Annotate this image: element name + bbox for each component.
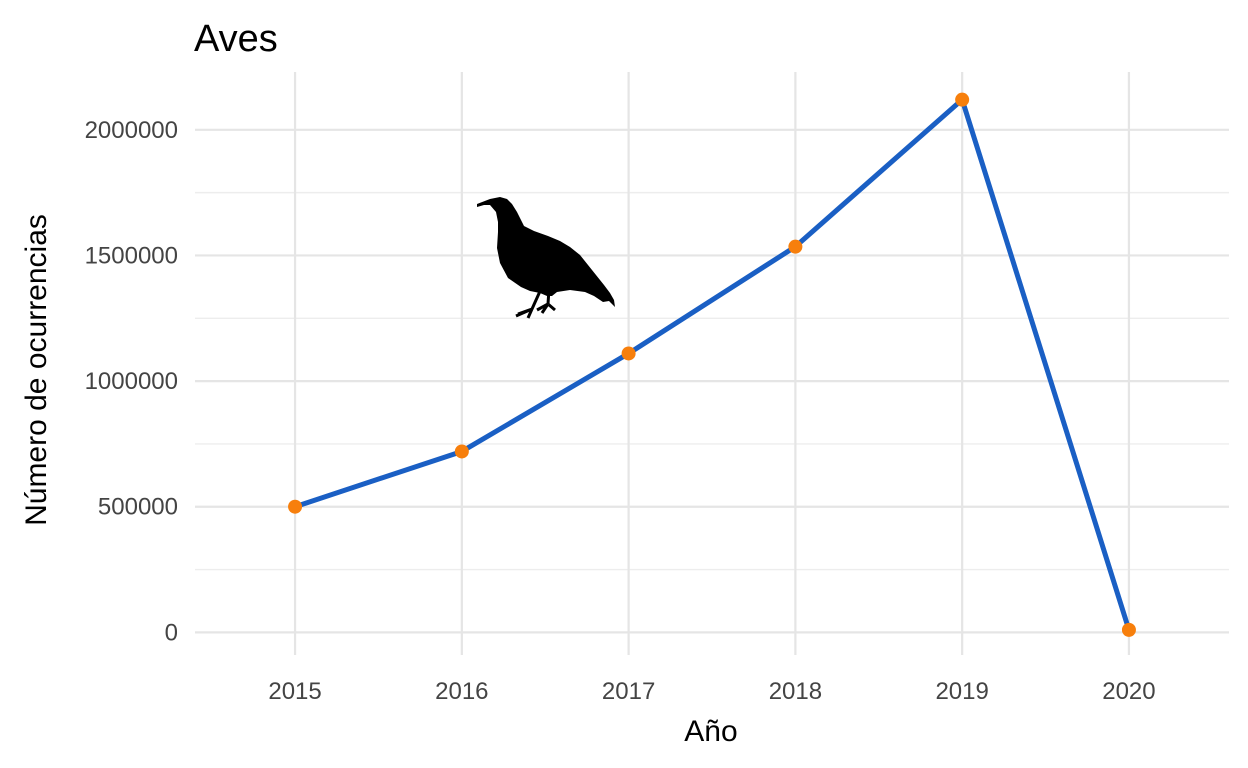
- x-tick-label: 2016: [435, 678, 488, 705]
- y-tick-labels: 0 500000 1000000 1500000 2000000: [85, 117, 178, 647]
- major-gridlines: [195, 72, 1229, 655]
- y-tick-label: 500000: [98, 494, 178, 521]
- x-tick-label: 2020: [1102, 678, 1155, 705]
- y-tick-label: 1500000: [85, 242, 178, 269]
- y-tick-label: 0: [165, 619, 178, 646]
- y-axis-title: Número de ocurrencias: [20, 214, 53, 526]
- x-tick-labels: 2015 2016 2017 2018 2019 2020: [268, 678, 1155, 705]
- data-point: [955, 92, 970, 107]
- data-point: [621, 346, 636, 361]
- y-tick-label: 2000000: [85, 117, 178, 144]
- data-point: [288, 499, 303, 514]
- x-tick-label: 2015: [268, 678, 321, 705]
- series-line: [292, 97, 1132, 633]
- data-points: [288, 92, 1136, 637]
- chart-title: Aves: [194, 18, 278, 60]
- x-axis-title: Año: [684, 715, 737, 748]
- bird-silhouette-icon: [477, 197, 615, 319]
- x-tick-label: 2017: [602, 678, 655, 705]
- x-tick-label: 2019: [935, 678, 988, 705]
- y-tick-label: 1000000: [85, 368, 178, 395]
- data-point: [1121, 622, 1136, 637]
- x-tick-label: 2018: [769, 678, 822, 705]
- data-point: [454, 444, 469, 459]
- data-point: [788, 239, 803, 254]
- minor-gridlines: [195, 191, 1229, 571]
